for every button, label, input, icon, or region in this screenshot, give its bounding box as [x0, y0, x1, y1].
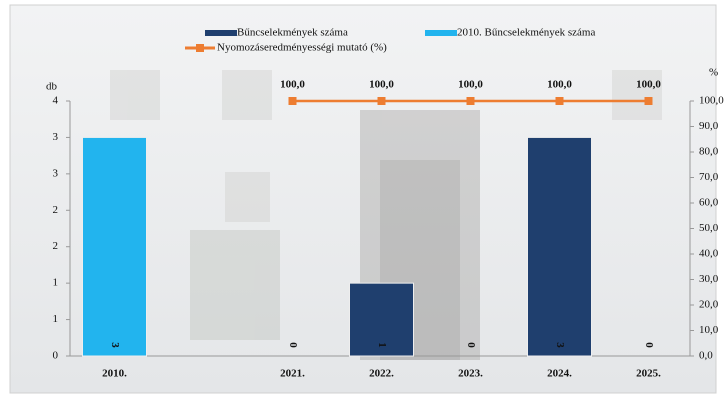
line-marker	[555, 97, 564, 105]
line-marker	[288, 97, 297, 105]
y2-tick-label: 20,0	[699, 299, 719, 311]
line-value-label: 100,0	[547, 79, 572, 91]
bar-value-label: 3	[554, 342, 566, 348]
y2-tick-label: 90,0	[699, 120, 719, 132]
y2-tick-label: 0,0	[699, 350, 713, 362]
bar-value-label: 0	[465, 342, 477, 348]
y2-tick-label: 50,0	[699, 222, 719, 234]
y-axis-label: db	[46, 81, 58, 93]
x-tick-label: 2023.	[458, 368, 483, 380]
legend-label: Nyomozáseredményességi mutató (%)	[217, 42, 387, 54]
y-tick-label: 1	[53, 277, 59, 289]
line-value-label: 100,0	[458, 79, 483, 91]
bar-value-label: 0	[643, 342, 655, 348]
y-tick-label: 0	[53, 350, 59, 362]
y2-tick-label: 70,0	[699, 171, 719, 183]
legend-swatch	[425, 30, 457, 36]
y2-axis-label: %	[709, 67, 718, 79]
y2-tick-label: 100,0	[699, 95, 724, 107]
legend-label: 2010. Bűncselekmények száma	[457, 27, 595, 39]
line-marker	[644, 97, 653, 105]
x-tick-label: 2025.	[636, 368, 661, 380]
y-tick-label: 1	[53, 313, 59, 325]
y-tick-label: 4	[53, 95, 59, 107]
line-marker	[466, 97, 475, 105]
y2-tick-label: 40,0	[699, 248, 719, 260]
x-tick-label: 2022.	[369, 368, 394, 380]
line-marker	[377, 97, 386, 105]
legend-swatch-marker	[196, 44, 204, 52]
y2-tick-label: 30,0	[699, 273, 719, 285]
bar	[82, 136, 147, 357]
line-value-label: 100,0	[280, 79, 305, 91]
legend-swatch	[205, 30, 237, 36]
bar	[527, 136, 592, 357]
x-tick-label: 2010.	[102, 368, 127, 380]
y-tick-label: 3	[53, 131, 59, 143]
photo-building	[110, 70, 662, 360]
x-tick-label: 2024.	[547, 368, 572, 380]
line-value-label: 100,0	[636, 79, 661, 91]
y2-tick-label: 80,0	[699, 146, 719, 158]
bar-value-label: 0	[287, 342, 299, 348]
bar-value-label: 1	[376, 342, 388, 348]
line-value-label: 100,0	[369, 79, 394, 91]
x-tick-label: 2021.	[280, 368, 305, 380]
bar	[349, 282, 414, 357]
y2-tick-label: 10,0	[699, 324, 719, 336]
y-tick-label: 2	[53, 240, 59, 252]
y-tick-label: 2	[53, 204, 59, 216]
y-tick-label: 3	[53, 167, 59, 179]
legend-label: Bűncselekmények száma	[237, 27, 348, 39]
bar-value-label: 3	[109, 342, 121, 348]
y2-tick-label: 60,0	[699, 197, 719, 209]
